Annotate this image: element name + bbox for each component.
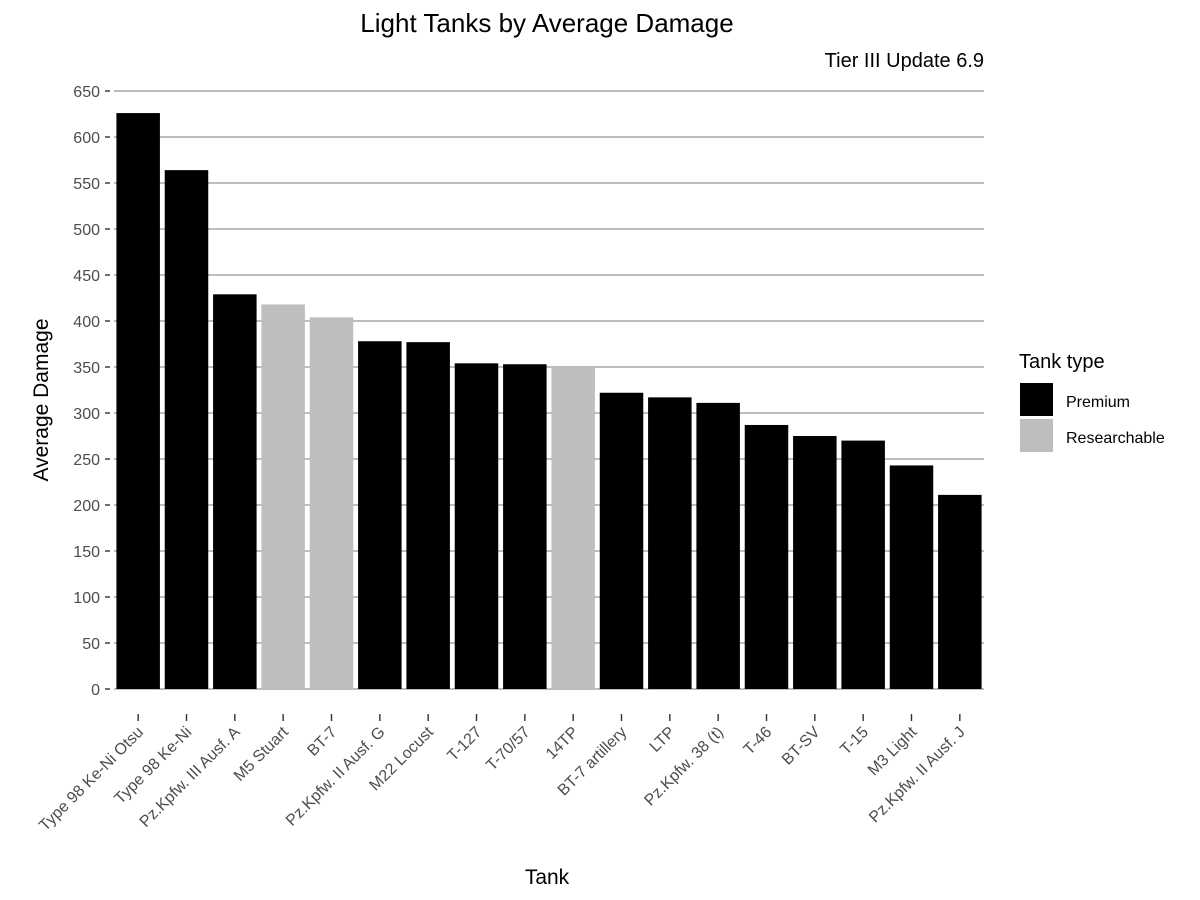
bar-6 [358, 341, 402, 689]
y-tick-label-500: 500 [73, 222, 100, 239]
x-tick-label-9: T-70/57 [483, 724, 533, 774]
y-tick-label-250: 250 [73, 452, 100, 469]
bar-17 [889, 465, 934, 689]
y-tick-label-550: 550 [73, 176, 100, 193]
y-tick-label-400: 400 [73, 314, 100, 331]
bar-15 [793, 436, 837, 689]
legend-title: Tank type [1019, 351, 1105, 373]
bar-16 [841, 440, 885, 689]
legend-key-researchable [1020, 419, 1053, 452]
bar-1 [116, 113, 160, 689]
gridlines [114, 90, 984, 690]
bar-18 [938, 494, 982, 689]
y-axis-title: Average Damage [30, 318, 53, 481]
x-tick-label-5: BT-7 [304, 724, 340, 760]
bar-13 [696, 402, 740, 689]
legend-label-researchable: Researchable [1066, 430, 1165, 447]
chart-title: Light Tanks by Average Damage [360, 8, 733, 38]
legend-label-premium: Premium [1066, 394, 1130, 411]
bar-5 [309, 317, 354, 689]
bars [116, 113, 982, 689]
x-axis-title: Tank [525, 866, 570, 889]
x-tick-label-16: T-15 [837, 724, 872, 759]
y-tick-label-350: 350 [73, 360, 100, 377]
y-axis: 0 50 100 150 200 250 300 350 400 450 500 550 600 650 [73, 84, 110, 699]
bar-4 [261, 304, 305, 689]
y-tick-label-50: 50 [82, 636, 100, 653]
legend: Tank type Premium Researchable [1019, 351, 1165, 452]
bar-11 [599, 392, 644, 689]
x-tick-label-14: T-46 [741, 724, 776, 759]
y-tick-label-100: 100 [73, 590, 100, 607]
bar-7 [406, 342, 450, 689]
bar-9 [503, 364, 547, 689]
x-tick-label-10: 14TP [543, 724, 582, 763]
legend-key-premium [1020, 383, 1053, 416]
y-tick-label-300: 300 [73, 406, 100, 423]
bar-10 [551, 367, 595, 689]
bar-14 [744, 424, 789, 689]
bar-3 [213, 294, 257, 689]
bar-12 [648, 397, 692, 689]
y-tick-label-200: 200 [73, 498, 100, 515]
y-tick-label-0: 0 [91, 682, 100, 699]
bar-8 [454, 363, 499, 689]
y-tick-label-150: 150 [73, 544, 100, 561]
chart-subtitle: Tier III Update 6.9 [825, 50, 984, 72]
y-tick-label-450: 450 [73, 268, 100, 285]
x-tick-label-18: Pz.Kpfw. II Ausf. J [866, 724, 969, 827]
y-tick-label-600: 600 [73, 130, 100, 147]
x-tick-label-8: T-127 [444, 724, 485, 765]
x-tick-label-12: LTP [647, 724, 679, 756]
y-tick-label-650: 650 [73, 84, 100, 101]
bar-2 [164, 170, 209, 689]
x-tick-label-15: BT-SV [779, 724, 824, 769]
